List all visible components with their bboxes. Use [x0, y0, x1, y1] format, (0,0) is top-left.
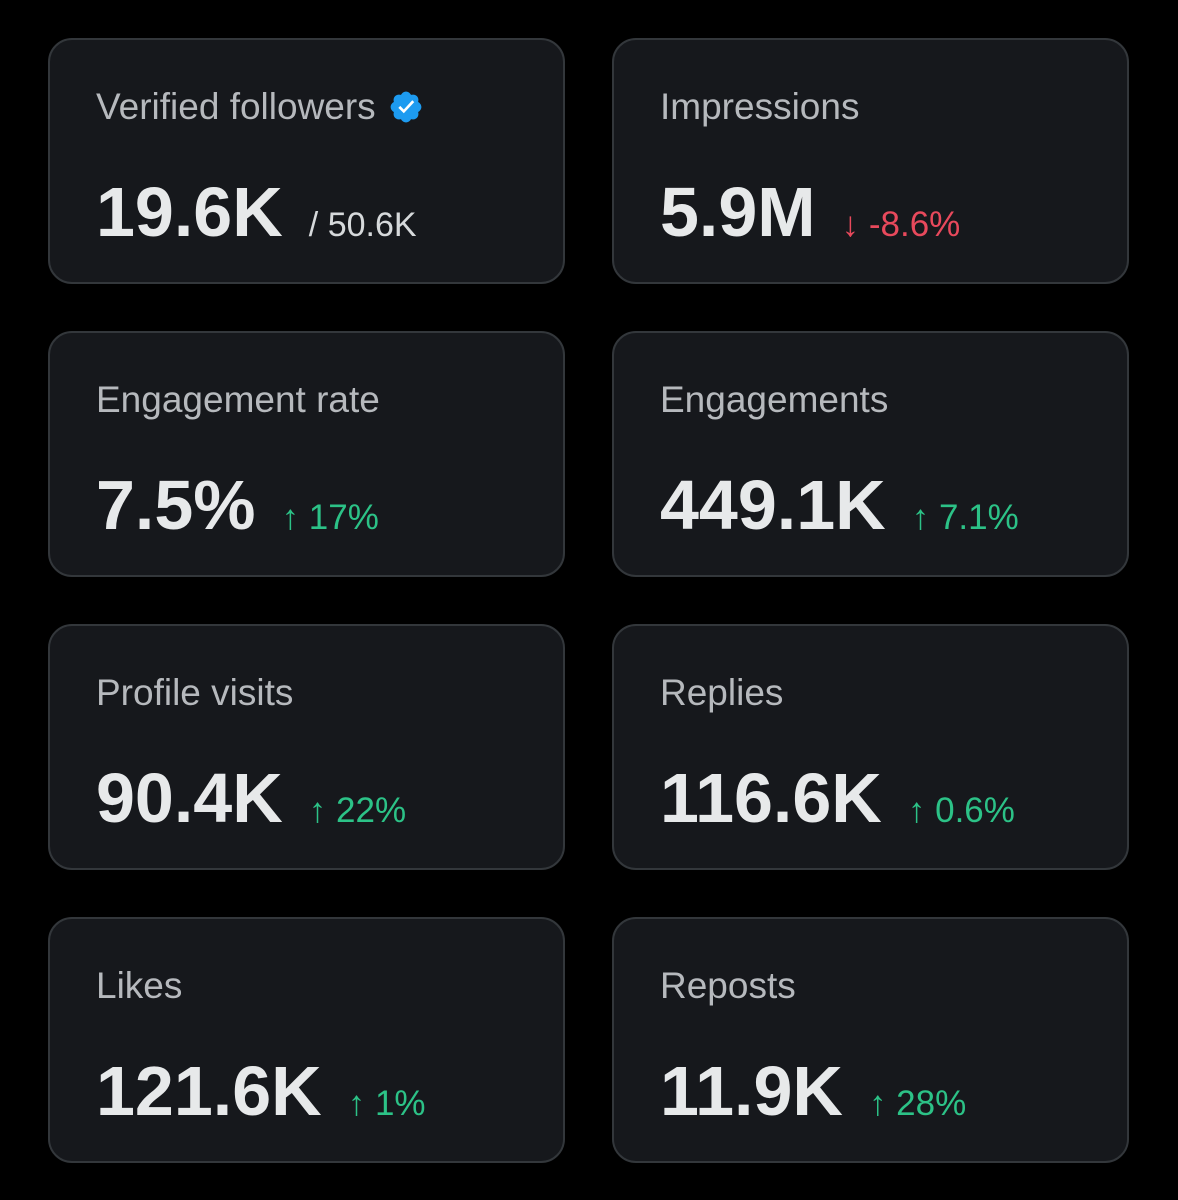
metric-value-row: 121.6K ↑ 1%: [96, 1051, 426, 1131]
metric-label: Impressions: [660, 86, 860, 127]
metric-change: ↑ 17%: [281, 498, 379, 537]
metric-label: Verified followers: [96, 86, 376, 127]
metric-value: 121.6K: [96, 1052, 322, 1130]
metric-value-row: 449.1K ↑ 7.1%: [660, 465, 1019, 545]
metric-value: 116.6K: [660, 759, 882, 837]
metric-change: ↑ 22%: [308, 791, 407, 830]
metric-card: Engagements 449.1K ↑ 7.1%: [612, 331, 1129, 577]
metric-value: 449.1K: [660, 466, 886, 544]
metric-label-row: Profile visits: [96, 672, 293, 714]
metric-card: Reposts 11.9K ↑ 28%: [612, 917, 1129, 1163]
metric-value-row: 19.6K / 50.6K: [96, 172, 417, 252]
metric-label-row: Impressions: [660, 86, 859, 128]
metric-card: Profile visits 90.4K ↑ 22%: [48, 624, 565, 870]
metric-label-row: Likes: [96, 965, 182, 1007]
metric-value-row: 116.6K ↑ 0.6%: [660, 758, 1015, 838]
metric-value-row: 5.9M ↓ -8.6%: [660, 172, 960, 252]
metric-label: Likes: [96, 965, 183, 1006]
metric-label: Replies: [660, 672, 784, 713]
metric-label-row: Reposts: [660, 965, 796, 1007]
metric-card: Engagement rate 7.5% ↑ 17%: [48, 331, 565, 577]
metric-value: 19.6K: [96, 173, 283, 251]
metric-change: ↓ -8.6%: [841, 205, 961, 244]
metric-label: Engagements: [660, 379, 889, 420]
metric-label-row: Verified followers: [96, 86, 424, 128]
metric-label-row: Engagement rate: [96, 379, 380, 421]
metric-total: / 50.6K: [308, 206, 417, 244]
metric-card: Impressions 5.9M ↓ -8.6%: [612, 38, 1129, 284]
metric-card: Verified followers 19.6K / 50.6K: [48, 38, 565, 284]
verified-badge: [388, 89, 424, 125]
metric-change: ↑ 1%: [347, 1084, 426, 1123]
metrics-grid: Verified followers 19.6K / 50.6K Impression…: [48, 38, 1129, 1163]
metric-label: Profile visits: [96, 672, 294, 713]
metric-value-row: 90.4K ↑ 22%: [96, 758, 406, 838]
metric-value-row: 11.9K ↑ 28%: [660, 1051, 966, 1131]
metric-value: 90.4K: [96, 759, 283, 837]
metric-label: Engagement rate: [96, 379, 380, 420]
metric-label-row: Engagements: [660, 379, 888, 421]
metric-change: ↑ 28%: [868, 1084, 967, 1123]
metric-label: Reposts: [660, 965, 796, 1006]
metric-value: 7.5%: [96, 466, 256, 544]
metric-value-row: 7.5% ↑ 17%: [96, 465, 379, 545]
metric-card: Replies 116.6K ↑ 0.6%: [612, 624, 1129, 870]
metric-label-row: Replies: [660, 672, 783, 714]
metric-change: ↑ 0.6%: [907, 791, 1015, 830]
metric-value: 5.9M: [660, 173, 816, 251]
metric-change: ↑ 7.1%: [911, 498, 1019, 537]
metric-card: Likes 121.6K ↑ 1%: [48, 917, 565, 1163]
metric-value: 11.9K: [660, 1052, 843, 1130]
